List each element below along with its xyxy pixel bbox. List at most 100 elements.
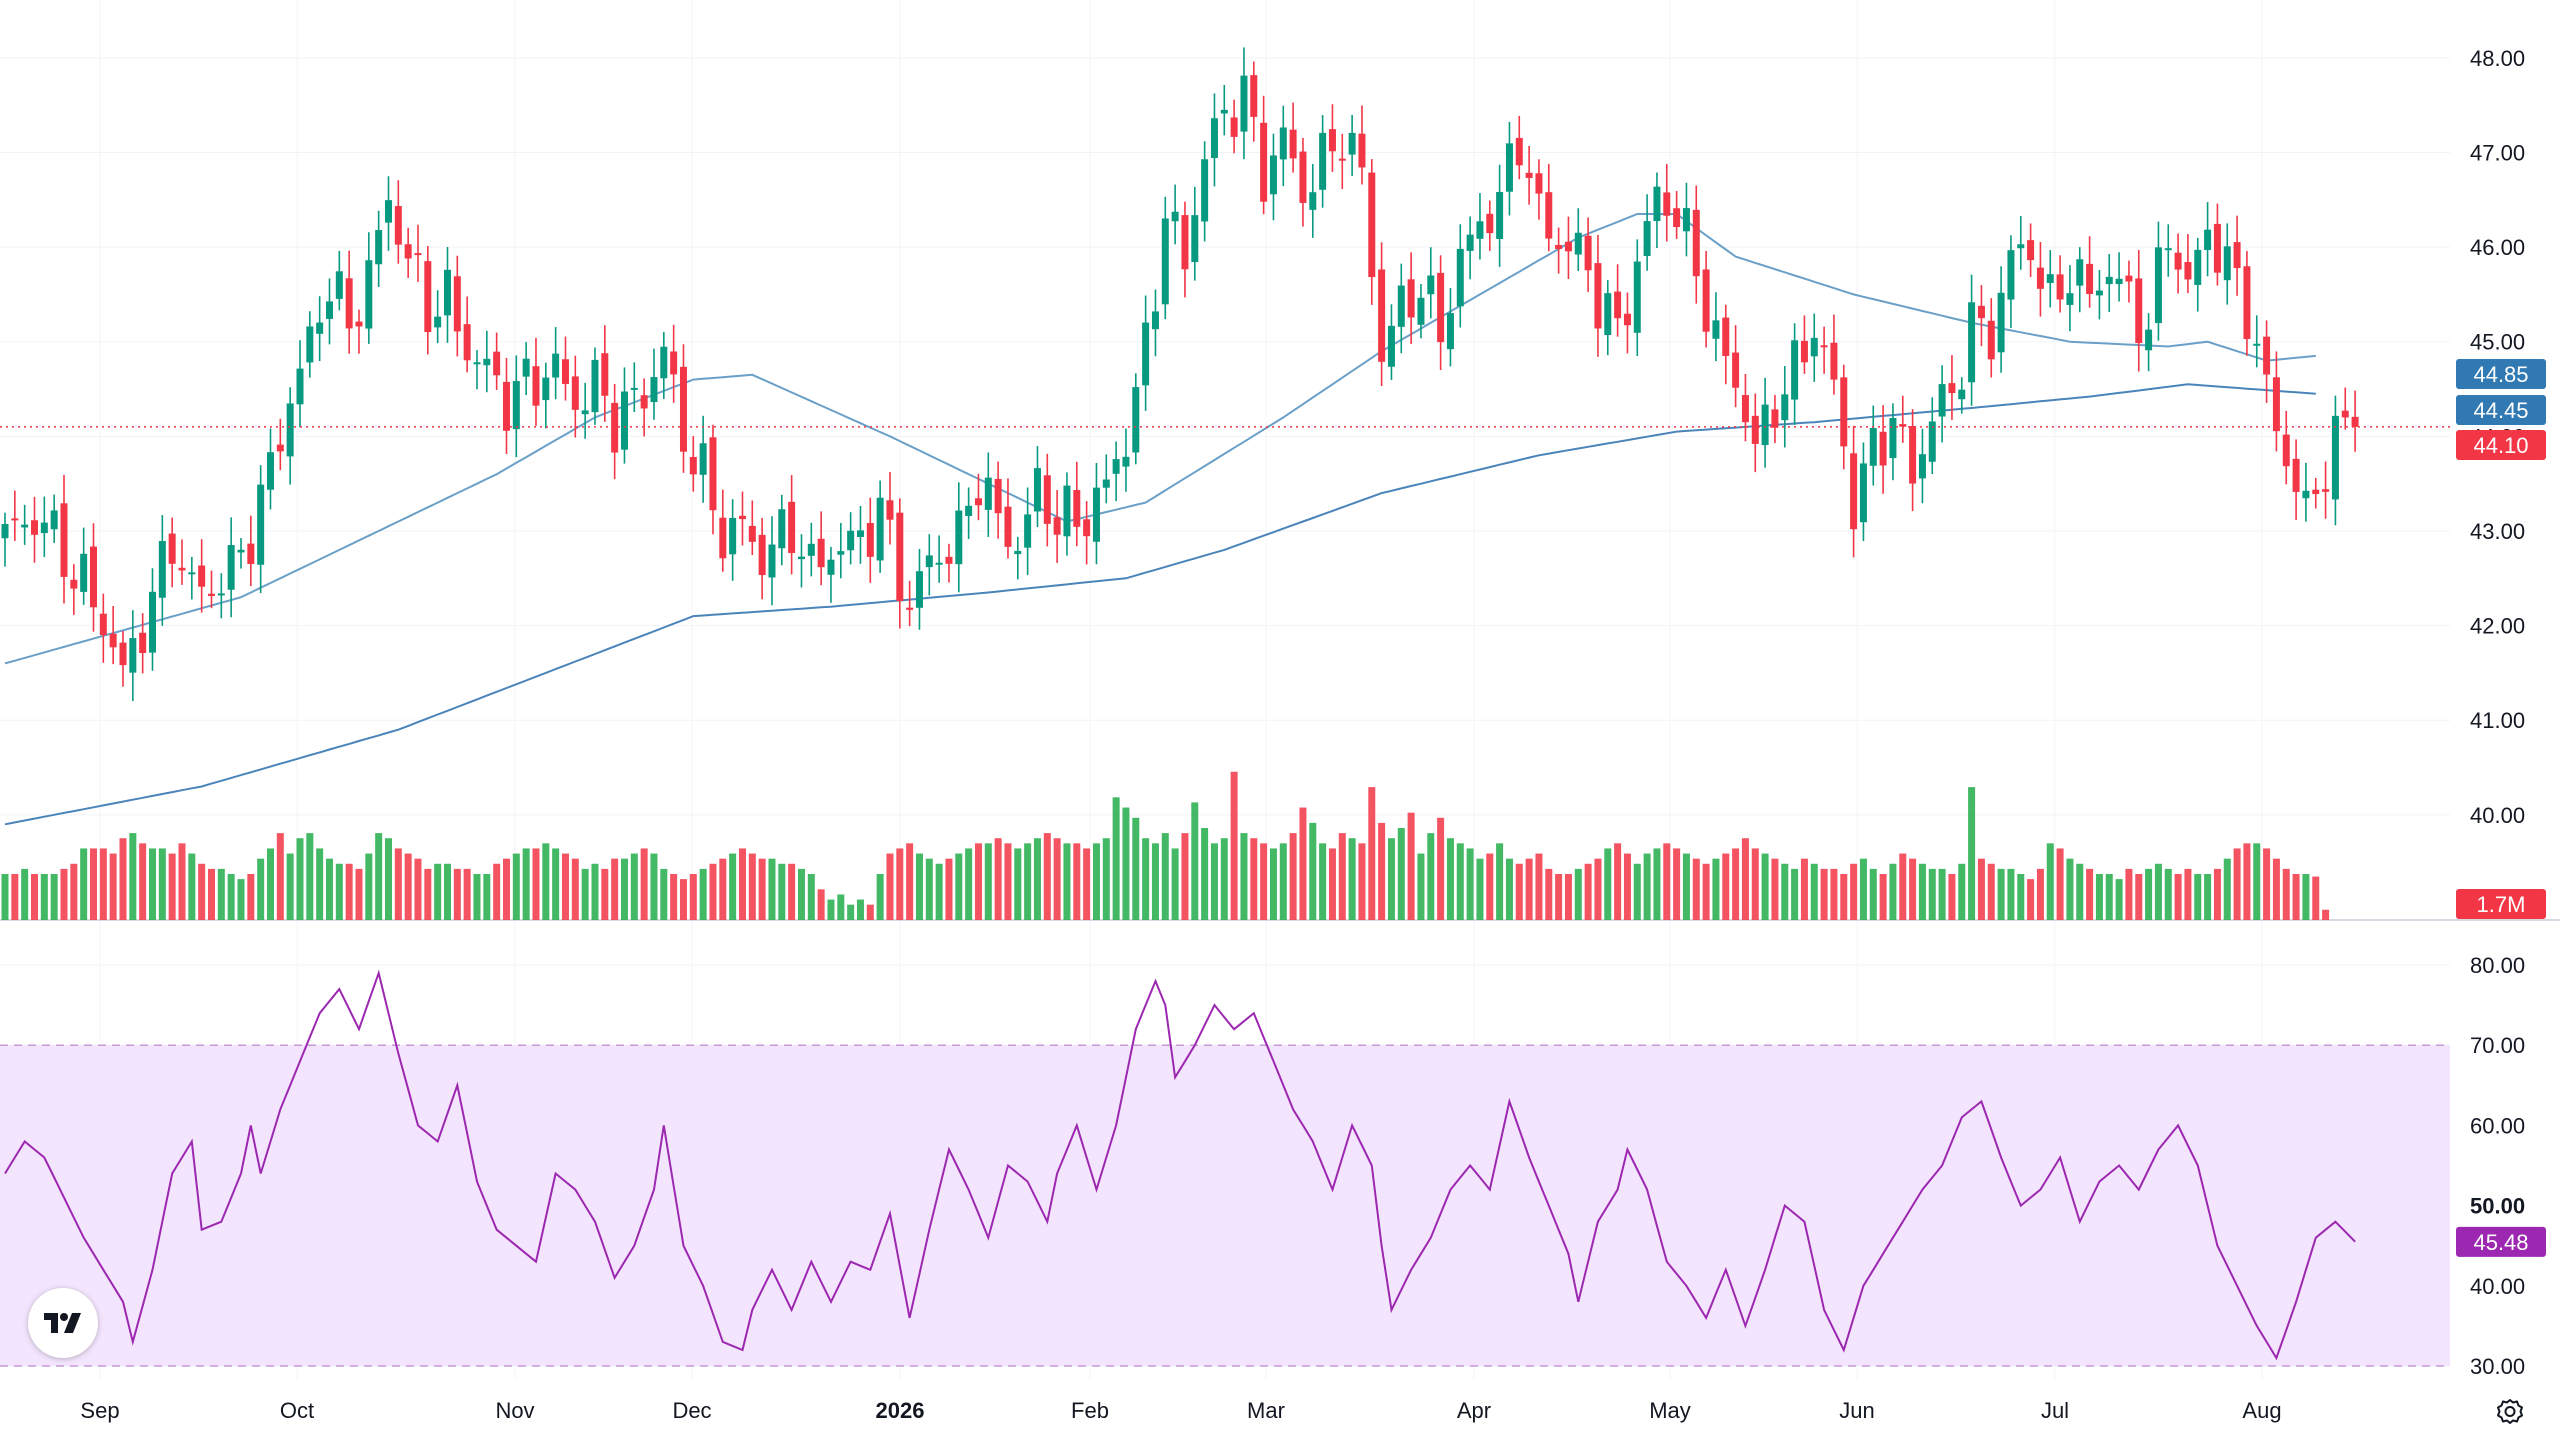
volume-bar <box>1800 858 1808 920</box>
rsi-tick-label: 70.00 <box>2470 1033 2525 1058</box>
volume-bar <box>434 863 442 920</box>
volume-bar <box>1250 838 1258 920</box>
candle-body <box>1692 209 1700 277</box>
candle-body <box>1732 352 1740 388</box>
volume-bar <box>1181 833 1189 920</box>
candle-body <box>207 593 215 596</box>
candle-body <box>1810 337 1818 357</box>
volume-bar <box>837 894 845 920</box>
candle-body <box>817 538 825 568</box>
candle-body <box>1151 311 1159 330</box>
candle-body <box>1240 75 1248 132</box>
volume-bar <box>768 858 776 920</box>
settings-button[interactable] <box>2488 1390 2532 1434</box>
candle-body <box>1024 514 1032 548</box>
time-tick-label: Aug <box>2242 1398 2281 1423</box>
volume-bar <box>276 833 284 920</box>
volume-bar <box>1781 863 1789 920</box>
volume-bar <box>719 858 727 920</box>
volume-bar <box>1761 853 1769 920</box>
candle-body <box>1250 75 1258 117</box>
volume-bar <box>2164 868 2172 920</box>
time-tick-label: Nov <box>495 1398 534 1423</box>
candle-body <box>247 543 255 564</box>
ma-short-tag-bg <box>2456 359 2546 389</box>
candle-body <box>473 362 481 365</box>
volume-bar <box>1712 858 1720 920</box>
candle-body <box>1132 387 1140 453</box>
candle-body <box>306 326 314 363</box>
volume-bar <box>1240 833 1248 920</box>
volume-bar <box>375 833 383 920</box>
volume-bar <box>158 848 166 920</box>
volume-bar <box>316 848 324 920</box>
candle-body <box>768 544 776 578</box>
volume-bar <box>1092 843 1100 920</box>
volume-bar <box>1820 868 1828 920</box>
rsi-band-fill <box>0 1045 2450 1366</box>
candle-body <box>738 515 746 520</box>
candle-body <box>906 607 914 610</box>
volume-bar <box>1899 853 1907 920</box>
volume-bar <box>1004 843 1012 920</box>
candle-body <box>640 395 648 409</box>
candle-body <box>1102 479 1110 488</box>
close-tag-bg <box>2456 430 2546 460</box>
candle-body <box>1928 421 1936 462</box>
candle-body <box>129 638 137 673</box>
candle-body <box>1043 475 1051 524</box>
candle-body <box>296 368 304 405</box>
candle-body <box>1653 186 1661 221</box>
volume-bar <box>758 858 766 920</box>
volume-tag-bg <box>2456 889 2546 919</box>
candle-body <box>11 518 19 521</box>
volume-bar <box>237 879 245 920</box>
candle-body <box>2135 278 2143 344</box>
candle-body <box>1014 550 1022 555</box>
rsi-line <box>4 969 2356 1361</box>
candle-body <box>1968 302 1976 383</box>
tradingview-logo[interactable] <box>28 1288 98 1358</box>
volume-bar <box>2105 874 2113 920</box>
candle-body <box>2115 278 2123 285</box>
volume-bar <box>424 868 432 920</box>
volume-bar <box>1918 863 1926 920</box>
candle-body <box>620 391 628 450</box>
candle-body <box>1781 394 1789 421</box>
volume-bar <box>935 863 943 920</box>
volume-bar <box>21 868 29 920</box>
candle-body <box>1623 313 1631 326</box>
volume-bar <box>2184 868 2192 920</box>
candle-body <box>375 230 383 265</box>
rsi-tick-label: 30.00 <box>2470 1354 2525 1379</box>
candle-body <box>2312 489 2320 495</box>
candle-body <box>335 271 343 299</box>
candle-body <box>1791 340 1799 400</box>
rsi-indicator <box>4 969 2356 1361</box>
volume-bar <box>1496 843 1504 920</box>
volume-bar <box>1161 833 1169 920</box>
candle-body <box>1673 208 1681 228</box>
candle-body <box>434 316 442 328</box>
volume-bar <box>2154 863 2162 920</box>
price-tick-label: 47.00 <box>2470 140 2525 165</box>
candle-body <box>1230 117 1238 137</box>
volume-bar <box>945 858 953 920</box>
volume-bar <box>738 848 746 920</box>
volume-bar <box>906 843 914 920</box>
candle-body <box>1338 158 1346 161</box>
candle-body <box>483 358 491 366</box>
volume-bar <box>1879 874 1887 920</box>
volume-bar <box>1810 863 1818 920</box>
volume-bar <box>119 838 127 920</box>
candle-body <box>217 593 225 596</box>
volume-bar <box>886 853 894 920</box>
price-tick-label: 48.00 <box>2470 46 2525 71</box>
volume-bar <box>1033 838 1041 920</box>
candle-body <box>1171 211 1179 222</box>
candle-body <box>2351 416 2359 427</box>
volume-bar <box>1358 843 1366 920</box>
candle-body <box>945 556 953 564</box>
